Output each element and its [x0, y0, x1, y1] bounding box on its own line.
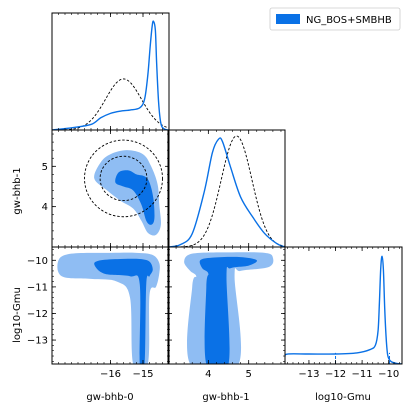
prior-curve [52, 78, 169, 130]
panel-plot-area [168, 135, 285, 247]
posterior-curve [52, 20, 169, 130]
y-tick-label: −11 [27, 282, 48, 293]
x-tick-label: −16 [100, 369, 121, 380]
y-tick-label: 5 [42, 162, 48, 173]
x-tick-label: 4 [205, 369, 211, 380]
svg-text:gw-bhb-1: gw-bhb-1 [12, 167, 23, 214]
x-tick-label: −10 [378, 369, 399, 380]
credible-region-68 [199, 256, 257, 364]
x-tick-label: −12 [325, 369, 346, 380]
y-axis-title-gw-bhb-1: gw-bhb-1 [12, 167, 23, 214]
x-axis-title-gw-bhb-1: gw-bhb-1 [202, 392, 249, 403]
panel-plot-area [57, 252, 160, 364]
panel-plot-area [285, 255, 402, 364]
panel-plot-area [84, 139, 163, 236]
x-axis-title-log10-gmu: log10-Gmu [315, 392, 371, 403]
prior-curve [168, 135, 285, 247]
legend-label: NG_BOS+SMBHB [306, 15, 392, 26]
panel-marginal-gw-bhb-0 [51, 12, 170, 131]
credible-region-68 [115, 170, 155, 225]
panel-plot-area [184, 252, 274, 364]
panel-marginal-log10-gmu: −13 −12 −11 −10 [284, 246, 403, 380]
svg-text:log10-Gmu: log10-Gmu [12, 287, 23, 343]
prior-contour-outer [84, 139, 163, 218]
panel-frame [167, 246, 286, 365]
prior-contour-inner [99, 155, 148, 202]
legend-swatch [276, 14, 300, 24]
x-tick-label: −15 [132, 369, 153, 380]
panel-joint-gw-bhb-1-vs-gw-bhb-0: 45 [42, 129, 170, 248]
y-tick-label: −10 [27, 256, 48, 267]
panel-joint-log10-gmu-vs-gw-bhb-0: −16 −15 −13 −12 −11 −10 [27, 246, 170, 380]
y-tick-label: 4 [42, 202, 48, 213]
posterior-curve [168, 137, 285, 247]
panel-frame [167, 129, 286, 248]
credible-region-95 [57, 252, 160, 364]
legend: NG_BOS+SMBHB [269, 7, 401, 31]
panel-plot-area [52, 20, 169, 130]
y-axis-title-log10-gmu: log10-Gmu [12, 287, 23, 343]
x-tick-label: 5 [246, 369, 252, 380]
y-tick-label: −13 [27, 336, 48, 347]
credible-region-68 [94, 258, 153, 364]
legend-frame [269, 7, 401, 31]
x-axis-title-gw-bhb-0: gw-bhb-0 [86, 392, 133, 403]
x-tick-label: −13 [298, 369, 319, 380]
panel-marginal-gw-bhb-1 [167, 129, 286, 248]
posterior-curve [285, 255, 402, 364]
y-tick-label: −12 [27, 309, 48, 320]
x-tick-label: −11 [352, 369, 373, 380]
